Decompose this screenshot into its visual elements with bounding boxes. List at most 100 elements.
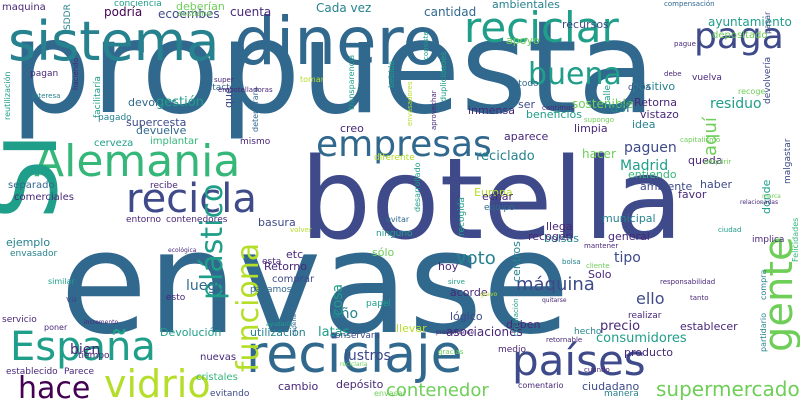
word-embotelladoras: embotelladoras <box>218 86 273 94</box>
word-interesa: interesa <box>32 92 60 100</box>
word-vuelva: vuelva <box>692 73 722 83</box>
word-gracias: gracias <box>438 348 464 356</box>
word-espana: España <box>10 324 156 370</box>
word-aqui: aquí <box>700 116 721 156</box>
word-debe: debe <box>664 70 682 78</box>
word-donde: dónde <box>760 179 773 214</box>
word-deberian: deberían <box>176 0 225 13</box>
word-basura: basura <box>258 216 296 229</box>
word-comprar: comprar <box>272 274 315 285</box>
word-maquina: máquina <box>516 274 595 295</box>
word-malgastar: malgastar <box>783 138 793 184</box>
word-cuenta: cuenta <box>230 5 271 19</box>
word-capitalismo: capitalismo <box>680 136 720 144</box>
word-marca: marca <box>762 193 781 200</box>
word-vistazo: vistazo <box>640 108 679 121</box>
word-sistema: sistema <box>8 10 219 73</box>
word-nuevas: nuevas <box>200 352 236 363</box>
word-previamente: previamente <box>436 329 474 336</box>
word-desarrollado: desarrollado <box>413 162 422 212</box>
word-reciclaria: reciclaria <box>340 361 368 368</box>
word-cuando: cuando <box>584 366 610 374</box>
word-va: va <box>66 295 77 305</box>
word-separado: separado <box>8 180 55 191</box>
word-municipal: municipal <box>602 212 656 225</box>
word-hoy: hoy <box>438 260 459 273</box>
word-implantar: implantar <box>150 136 199 147</box>
word-bolsa: bolsa <box>562 258 581 266</box>
word-cambio: cambio <box>278 380 319 393</box>
word-reutilizacion: reutilización <box>2 71 12 120</box>
word-bien: bien <box>70 342 100 358</box>
word-gente: gente <box>756 236 800 352</box>
word-sostenible: sostenible <box>572 97 633 111</box>
word-queda: queda <box>688 154 722 167</box>
word-vidrio: vidrio <box>104 362 211 400</box>
word-hace: hace <box>18 371 90 400</box>
word-compra: compra <box>759 270 768 300</box>
word-ciudad: ciudad <box>718 226 741 234</box>
word-cadena: cadena <box>291 314 298 336</box>
word-cliente: cliente <box>586 262 610 270</box>
word-manera: manera <box>604 389 639 399</box>
word-ninguno: ninguno <box>376 229 413 239</box>
word-llega: llega <box>546 220 573 233</box>
word-ecoembes: ecoembes <box>158 7 220 21</box>
word-hacer: hacer <box>582 147 616 161</box>
word-quitarse: quitarse <box>542 297 567 304</box>
word-equipo: equipo <box>484 203 515 213</box>
word-europa: Europa <box>474 186 513 199</box>
word-paises: países <box>512 336 646 385</box>
word-buena: buena <box>528 57 622 92</box>
word-luego: luego <box>186 278 225 294</box>
word-felicidades: Felicidades <box>791 218 800 262</box>
word-pagan: pagan <box>30 69 58 79</box>
word-hecho: hecho <box>574 327 602 337</box>
word-cerveza: cerveza <box>94 138 133 149</box>
word-idea: idea <box>632 118 656 131</box>
word-gravo: gravo <box>480 291 498 298</box>
word-adquirir: adquirir <box>704 158 731 166</box>
word-ecologica: ecológica <box>168 247 197 254</box>
word-comerciales: comerciales <box>14 192 74 203</box>
word-sostiene: sostiene <box>178 9 212 18</box>
word-alemania: Alemania <box>34 136 240 187</box>
word-envase: envase <box>60 201 570 366</box>
word-comentario: comentario <box>518 381 564 390</box>
word-centros: centros <box>510 241 523 282</box>
word-cosa: cosa <box>330 284 346 316</box>
word-papel: papel <box>366 299 391 309</box>
word-entiendo: entiendo <box>628 168 677 181</box>
word-transparencia: transparencia <box>347 55 356 110</box>
word-funciona: funciona <box>231 243 266 372</box>
word-implica: implica <box>752 235 784 245</box>
word-volver: volver <box>290 226 312 234</box>
word-ano: año <box>332 306 358 322</box>
word-acorde: acorde <box>450 286 488 299</box>
word-reciclaje: reciclaje <box>246 325 463 385</box>
word-apoyo: apoyo <box>506 34 540 47</box>
word-reciclar: reciclar <box>464 3 619 52</box>
word-devolver: devolver <box>128 96 176 109</box>
word-general: general <box>608 230 650 243</box>
word-retorno: Retorno <box>264 260 307 273</box>
word-partidario: partidario <box>759 313 768 352</box>
word-pasar: pasar <box>763 11 772 34</box>
word-bebida: bebida <box>387 61 396 88</box>
word-bolsas: bolsas <box>544 232 579 245</box>
word-similar: similar <box>48 277 76 286</box>
word-ello: ello <box>636 289 665 308</box>
word-tanto: tanto <box>690 294 709 302</box>
word-cantimos: cantimos <box>542 104 574 112</box>
word-pague: pague <box>674 40 696 48</box>
word-propuesta: propuesta <box>10 0 656 143</box>
word-tipo: tipo <box>614 250 641 266</box>
word-inmensa: inmensa <box>468 104 515 117</box>
word-plastico: plástico <box>195 184 230 300</box>
word-recursos: recursos <box>562 18 609 31</box>
word-sirve: sirve <box>448 278 465 286</box>
word-conservara: conservara <box>330 331 380 341</box>
word-recoge: recoge <box>738 87 765 96</box>
word-recicla: recicla <box>126 176 257 222</box>
